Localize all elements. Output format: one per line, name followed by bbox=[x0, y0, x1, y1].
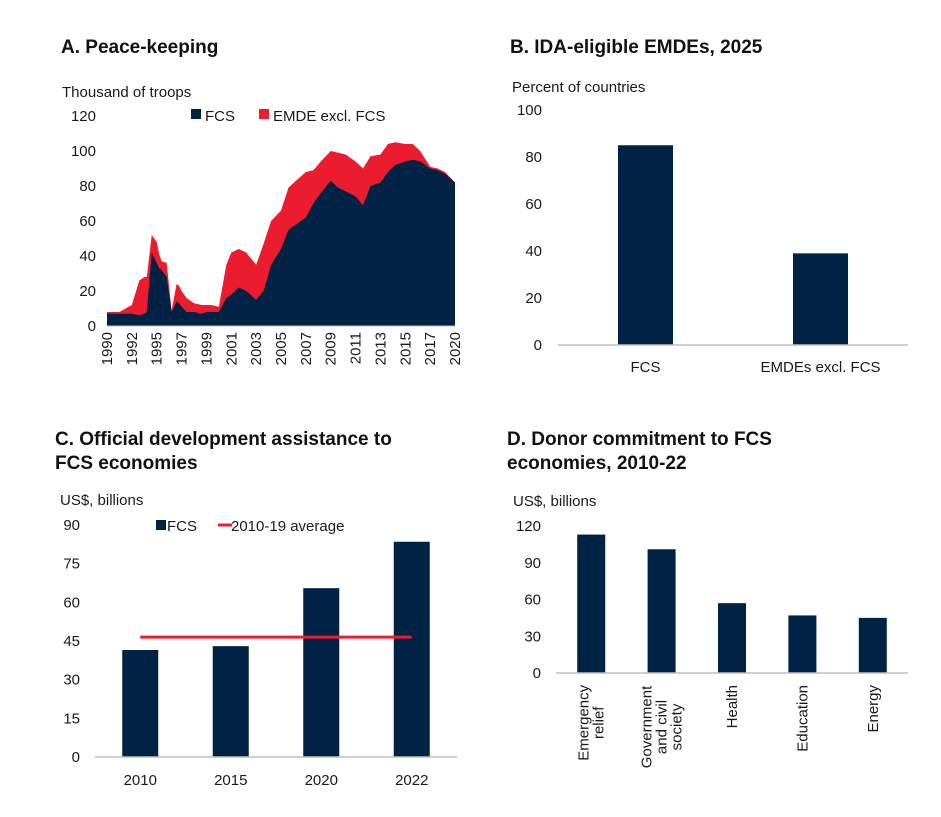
panel-a-y-tick-label: 80 bbox=[79, 178, 96, 195]
panel-a-y-axis-title: Thousand of troops bbox=[62, 84, 191, 101]
legend-fcs-label: FCS bbox=[205, 108, 235, 125]
panel-b-y-tick-label: 80 bbox=[525, 149, 542, 166]
panel-a-x-tick-label: 1992 bbox=[124, 332, 141, 365]
panel-d-title-line1: D. Donor commitment to FCS bbox=[507, 429, 772, 450]
panel-d-x-tick-label: and civil bbox=[654, 700, 671, 754]
panel-d-y-tick-label: 0 bbox=[533, 665, 541, 682]
legend-average-label: 2010-19 average bbox=[231, 518, 344, 535]
panel-a-y-tick-label: 20 bbox=[79, 283, 96, 300]
panel-a-x-tick-label: 2017 bbox=[422, 332, 439, 365]
panel-b-y-axis-title: Percent of countries bbox=[512, 79, 645, 96]
panel-c-title-line2: FCS economies bbox=[55, 453, 198, 474]
bar-emergency-relief bbox=[577, 534, 606, 673]
panel-d-y-tick-label: 120 bbox=[516, 518, 541, 535]
panel-d-x-tick-label: relief bbox=[591, 706, 608, 739]
panel-d-y-tick-label: 30 bbox=[524, 628, 541, 645]
panel-a-y-tick-label: 0 bbox=[88, 318, 96, 335]
bar-2015 bbox=[212, 646, 249, 757]
panel-d-x-tick-label: society bbox=[669, 703, 686, 750]
panel-a-y-tick-label: 40 bbox=[79, 248, 96, 265]
area-fcs bbox=[107, 159, 455, 326]
panel-b-y-tick-label: 40 bbox=[525, 243, 542, 260]
legend-fcs-swatch bbox=[191, 109, 201, 119]
panel-a-x-tick-label: 1997 bbox=[174, 332, 191, 365]
panel-c-y-tick-label: 75 bbox=[63, 556, 80, 573]
panel-b-y-tick-label: 20 bbox=[525, 290, 542, 307]
bar-education bbox=[788, 615, 817, 673]
legend-fcs-label: FCS bbox=[167, 518, 197, 535]
panel-b-x-tick-label: FCS bbox=[631, 359, 661, 376]
panel-a-x-tick-label: 2003 bbox=[248, 332, 265, 365]
panel-c-y-tick-label: 45 bbox=[63, 633, 80, 650]
bar-emdes-excl-fcs bbox=[793, 253, 848, 345]
panel-d-title-line2: economies, 2010-22 bbox=[507, 453, 687, 474]
panel-c-y-tick-label: 15 bbox=[63, 710, 80, 727]
panel-a-x-tick-label: 1999 bbox=[198, 332, 215, 365]
panel-d-y-tick-label: 60 bbox=[524, 592, 541, 609]
panel-b-y-tick-label: 100 bbox=[517, 102, 542, 119]
panel-c-y-tick-label: 90 bbox=[63, 517, 80, 534]
panel-a-x-tick-label: 1990 bbox=[99, 332, 116, 365]
panel-c-y-tick-label: 0 bbox=[72, 749, 80, 766]
panel-c-y-axis-title: US$, billions bbox=[60, 492, 143, 509]
panel-b-y-tick-label: 60 bbox=[525, 196, 542, 213]
legend-fcs-swatch bbox=[156, 520, 166, 530]
panel-a-x-tick-label: 2001 bbox=[223, 332, 240, 365]
panel-a-y-tick-label: 120 bbox=[71, 108, 96, 125]
panel-a-x-tick-label: 2009 bbox=[323, 332, 340, 365]
panel-c-x-tick-label: 2010 bbox=[124, 772, 157, 789]
panel-a-x-tick-label: 1995 bbox=[149, 332, 166, 365]
bar-government-and-civil-society bbox=[647, 549, 676, 673]
panel-a-x-tick-label: 2015 bbox=[397, 332, 414, 365]
panel-a-y-tick-label: 60 bbox=[79, 213, 96, 230]
panel-d-y-tick-label: 90 bbox=[524, 555, 541, 572]
bar-2022 bbox=[393, 541, 430, 757]
panel-d-y-axis-title: US$, billions bbox=[513, 493, 596, 510]
panel-a-x-tick-label: 2007 bbox=[298, 332, 315, 365]
bar-2020 bbox=[303, 588, 340, 757]
panel-b-y-tick-label: 0 bbox=[534, 337, 542, 354]
bar-2010 bbox=[122, 650, 159, 757]
panel-b-title: B. IDA-eligible EMDEs, 2025 bbox=[510, 37, 763, 58]
panel-a-x-tick-label: 2013 bbox=[372, 332, 389, 365]
bar-fcs bbox=[618, 145, 673, 345]
panel-d-x-tick-label: Health bbox=[724, 685, 741, 728]
bar-health bbox=[718, 603, 746, 673]
panel-c-x-tick-label: 2022 bbox=[395, 772, 428, 789]
panel-a-y-tick-label: 100 bbox=[71, 143, 96, 160]
panel-a-x-tick-label: 2020 bbox=[447, 332, 464, 365]
panel-c-x-tick-label: 2015 bbox=[214, 772, 247, 789]
panel-c-y-tick-label: 30 bbox=[63, 672, 80, 689]
panel-b-x-tick-label: EMDEs excl. FCS bbox=[760, 359, 880, 376]
panel-d-x-tick-label: Emergency bbox=[576, 684, 593, 760]
bar-energy bbox=[858, 617, 887, 673]
legend-emde-swatch bbox=[259, 109, 269, 119]
panel-c-x-tick-label: 2020 bbox=[305, 772, 338, 789]
legend-emde-label: EMDE excl. FCS bbox=[273, 108, 386, 125]
panel-c-title-line1: C. Official development assistance to bbox=[55, 429, 392, 450]
panel-c-y-tick-label: 60 bbox=[63, 594, 80, 611]
panel-a-x-tick-label: 2005 bbox=[273, 332, 290, 365]
panel-d-x-tick-label: Energy bbox=[865, 685, 882, 733]
panel-d-x-tick-label: Government bbox=[639, 685, 656, 768]
panel-d-x-tick-label: Education bbox=[794, 685, 811, 752]
panel-a-title: A. Peace-keeping bbox=[61, 37, 219, 58]
panel-a-x-tick-label: 2011 bbox=[348, 332, 365, 364]
